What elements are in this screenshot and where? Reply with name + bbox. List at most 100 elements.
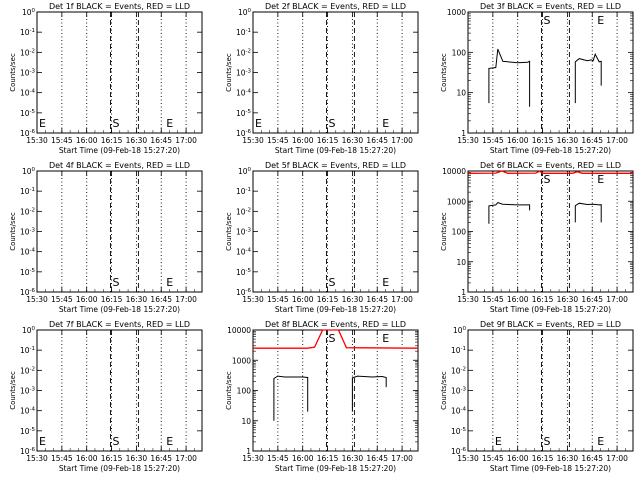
y-tick-label: 10000 bbox=[442, 167, 466, 176]
marker-e: E bbox=[39, 117, 46, 130]
y-axis-label: Counts/sec bbox=[440, 371, 448, 410]
y-tick-label: 10 bbox=[241, 417, 251, 426]
panel-5: Det 5f BLACK = Events, RED = LLD 100 10-1 1… bbox=[225, 161, 419, 314]
events-series bbox=[273, 375, 309, 421]
panel-9: Det 9f BLACK = Events, RED = LLD 100 10-1 1… bbox=[440, 320, 634, 473]
x-tick-label: 16:00 bbox=[292, 454, 314, 463]
marker-e: E bbox=[382, 332, 389, 345]
x-tick-label: 16:45 bbox=[366, 454, 388, 463]
x-tick-label: 17:00 bbox=[606, 295, 628, 304]
marker-s: S bbox=[329, 276, 336, 289]
x-tick-label: 16:00 bbox=[292, 295, 314, 304]
x-tick-label: 15:45 bbox=[482, 295, 504, 304]
y-tick-label: 10-3 bbox=[20, 228, 36, 237]
y-tick-label: 10-5 bbox=[451, 427, 467, 436]
marker-e: E bbox=[597, 14, 604, 27]
x-tick-label: 16:45 bbox=[150, 295, 172, 304]
x-axis-label: Start Time (09-Feb-18 15:27:20) bbox=[275, 305, 396, 314]
lld-series bbox=[253, 329, 419, 349]
y-tick-label: 10000 bbox=[227, 326, 251, 335]
panel-title: Det 3f BLACK = Events, RED = LLD bbox=[480, 2, 621, 11]
x-tick-label: 16:15 bbox=[317, 136, 339, 145]
x-axis-label: Start Time (09-Feb-18 15:27:20) bbox=[59, 305, 180, 314]
y-tick-label: 10-4 bbox=[20, 407, 36, 416]
x-tick-label: 15:45 bbox=[482, 454, 504, 463]
x-tick-label: 16:15 bbox=[532, 454, 554, 463]
y-axis-label: Counts/sec bbox=[9, 371, 17, 410]
marker-e: E bbox=[382, 117, 389, 130]
x-axis-label: Start Time (09-Feb-18 15:27:20) bbox=[59, 146, 180, 155]
x-tick-label: 17:00 bbox=[175, 295, 197, 304]
x-tick-label: 17:00 bbox=[175, 136, 197, 145]
x-tick-label: 16:00 bbox=[507, 136, 529, 145]
y-tick-label: 1000 bbox=[447, 8, 466, 17]
x-tick-label: 15:30 bbox=[26, 136, 48, 145]
y-tick-label: 10-3 bbox=[20, 69, 36, 78]
y-axis-label: Counts/sec bbox=[9, 53, 17, 92]
x-tick-label: 16:30 bbox=[126, 295, 148, 304]
y-tick-label: 10-5 bbox=[20, 268, 36, 277]
marker-e: E bbox=[255, 117, 262, 130]
y-axis-label: Counts/sec bbox=[440, 53, 448, 92]
x-tick-label: 16:30 bbox=[342, 454, 364, 463]
y-tick-label: 10-1 bbox=[451, 346, 466, 355]
y-tick-label: 10-2 bbox=[236, 48, 251, 57]
x-tick-label: 16:30 bbox=[557, 454, 579, 463]
x-axis-label: Start Time (09-Feb-18 15:27:20) bbox=[490, 146, 611, 155]
y-tick-label: 1 bbox=[461, 129, 466, 138]
y-tick-label: 10 bbox=[456, 258, 466, 267]
y-axis-label: Counts/sec bbox=[225, 212, 233, 251]
x-tick-label: 15:30 bbox=[457, 295, 479, 304]
y-tick-label: 100 bbox=[22, 8, 36, 17]
panel-title: Det 7f BLACK = Events, RED = LLD bbox=[49, 320, 190, 329]
y-tick-label: 100 bbox=[22, 326, 36, 335]
x-tick-label: 16:15 bbox=[532, 136, 554, 145]
x-tick-label: 17:00 bbox=[606, 136, 628, 145]
y-tick-label: 100 bbox=[238, 8, 252, 17]
y-tick-label: 1000 bbox=[232, 356, 251, 365]
marker-e: E bbox=[597, 435, 604, 448]
x-tick-label: 15:30 bbox=[457, 136, 479, 145]
x-tick-label: 16:30 bbox=[557, 136, 579, 145]
y-tick-label: 10-2 bbox=[20, 207, 35, 216]
y-axis-label: Counts/sec bbox=[440, 212, 448, 251]
events-series bbox=[574, 202, 602, 223]
x-tick-label: 15:45 bbox=[267, 454, 289, 463]
x-tick-label: 17:00 bbox=[606, 454, 628, 463]
y-tick-label: 10-2 bbox=[20, 48, 35, 57]
y-tick-label: 10-6 bbox=[20, 288, 36, 297]
panel-8: Det 8f BLACK = Events, RED = LLD 10000 100… bbox=[225, 320, 419, 473]
x-tick-label: 16:45 bbox=[150, 136, 172, 145]
marker-s: S bbox=[329, 117, 336, 130]
x-tick-label: 16:00 bbox=[507, 454, 529, 463]
x-tick-label: 16:30 bbox=[126, 454, 148, 463]
x-tick-label: 17:00 bbox=[391, 295, 413, 304]
y-tick-label: 10-3 bbox=[236, 228, 252, 237]
x-tick-label: 16:30 bbox=[557, 295, 579, 304]
x-axis-label: Start Time (09-Feb-18 15:27:20) bbox=[59, 464, 180, 473]
x-tick-label: 16:15 bbox=[532, 295, 554, 304]
x-tick-label: 16:30 bbox=[126, 136, 148, 145]
x-tick-label: 15:30 bbox=[242, 136, 264, 145]
marker-e: E bbox=[166, 276, 173, 289]
x-axis-label: Start Time (09-Feb-18 15:27:20) bbox=[490, 464, 611, 473]
y-tick-label: 10-6 bbox=[451, 447, 467, 456]
x-tick-label: 16:45 bbox=[366, 136, 388, 145]
y-tick-label: 100 bbox=[452, 48, 467, 57]
x-tick-label: 16:15 bbox=[101, 454, 123, 463]
events-series bbox=[351, 375, 387, 412]
marker-s: S bbox=[113, 276, 120, 289]
y-tick-label: 10-5 bbox=[236, 109, 252, 118]
x-tick-label: 15:45 bbox=[51, 136, 73, 145]
x-tick-label: 15:30 bbox=[242, 454, 264, 463]
panel-title: Det 4f BLACK = Events, RED = LLD bbox=[49, 161, 190, 170]
y-tick-label: 1 bbox=[461, 288, 466, 297]
x-tick-label: 15:30 bbox=[26, 454, 48, 463]
y-axis-label: Counts/sec bbox=[9, 212, 17, 251]
y-tick-label: 10-1 bbox=[236, 28, 251, 37]
x-tick-label: 15:45 bbox=[51, 454, 73, 463]
y-tick-label: 10-3 bbox=[236, 69, 252, 78]
panel-title: Det 6f BLACK = Events, RED = LLD bbox=[480, 161, 621, 170]
y-tick-label: 100 bbox=[22, 167, 36, 176]
